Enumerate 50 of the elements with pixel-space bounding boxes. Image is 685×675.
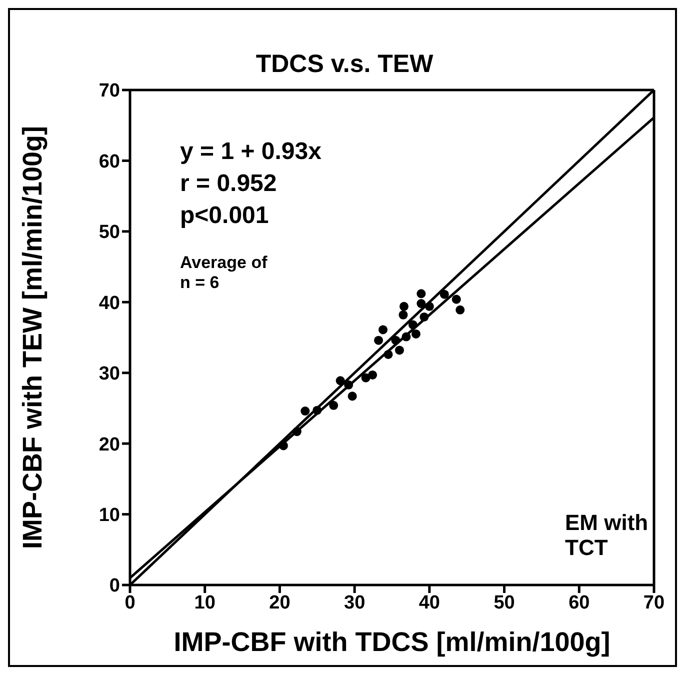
y-tick-label: 40 xyxy=(98,292,120,314)
point xyxy=(420,312,429,322)
point xyxy=(399,302,408,311)
point xyxy=(408,320,418,330)
point xyxy=(456,305,465,314)
point xyxy=(344,380,354,390)
point xyxy=(452,294,461,304)
point xyxy=(336,376,345,386)
point xyxy=(368,370,378,380)
x-tick-label: 40 xyxy=(418,592,440,614)
point xyxy=(411,329,420,338)
y-tick-label: 10 xyxy=(98,505,120,526)
x-tick-label: 10 xyxy=(194,592,216,614)
y-tick-label: 50 xyxy=(98,222,120,244)
point xyxy=(312,406,322,415)
point xyxy=(384,350,393,359)
x-tick-label: 0 xyxy=(124,592,136,614)
point xyxy=(424,302,434,311)
y-tick-label: 0 xyxy=(109,576,120,597)
x-tick-label: 70 xyxy=(643,592,665,614)
annotation: r = 0.952 xyxy=(180,170,277,198)
annotation: Average of n = 6 xyxy=(180,253,268,292)
y-tick-label: 30 xyxy=(98,364,120,385)
x-tick-label: 50 xyxy=(494,592,515,614)
x-tick-label: 30 xyxy=(344,592,366,614)
point xyxy=(300,406,310,416)
chart-title: TDCS v.s. TEW xyxy=(254,50,434,79)
point xyxy=(416,299,426,308)
y-tick-label: 60 xyxy=(98,151,120,172)
y-tick-label: 70 xyxy=(98,80,120,102)
point xyxy=(391,336,400,345)
point xyxy=(278,441,288,450)
point xyxy=(348,392,357,401)
point xyxy=(416,289,426,298)
y-axis-title: IMP-CBF with TEW [ml/min/100g] xyxy=(18,126,48,549)
annotation: p<0.001 xyxy=(180,202,269,230)
point xyxy=(440,290,449,299)
point xyxy=(394,346,404,355)
point xyxy=(292,427,302,436)
point xyxy=(402,332,411,342)
x-tick-label: 60 xyxy=(568,592,590,614)
point xyxy=(378,325,388,334)
x-axis-title: IMP-CBF with TDCS [ml/min/100g] xyxy=(174,627,610,657)
point xyxy=(329,400,338,410)
y-tick-label: 20 xyxy=(98,434,120,456)
point xyxy=(374,336,384,345)
x-tick-label: 20 xyxy=(269,592,290,614)
annotation: EM with TCT xyxy=(565,510,650,561)
point xyxy=(398,310,408,320)
annotation: y = 1 + 0.93x xyxy=(180,138,322,166)
